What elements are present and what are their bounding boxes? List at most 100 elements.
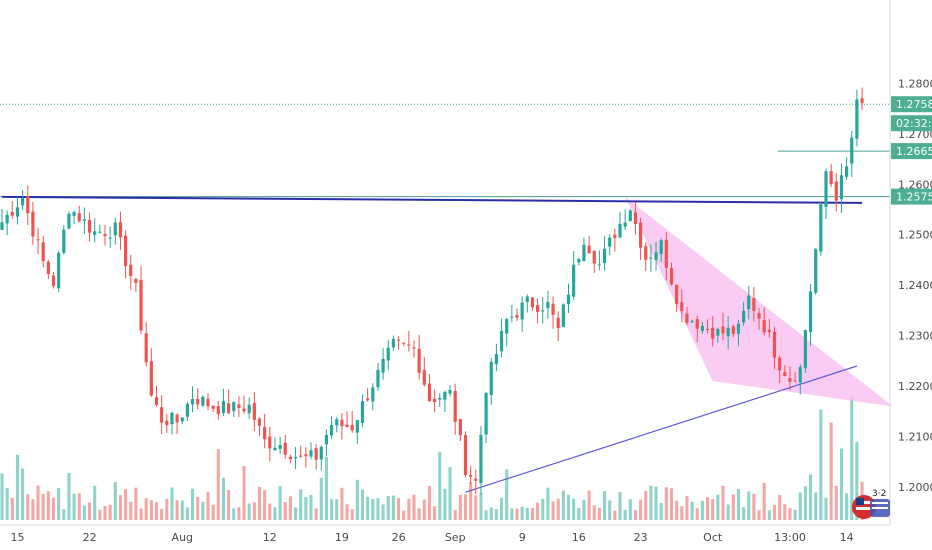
volume-bar: [154, 502, 159, 520]
candle-body: [190, 399, 195, 405]
volume-bar: [463, 494, 468, 520]
candle-body: [685, 313, 689, 323]
candle: [299, 445, 303, 459]
flag-logo-badge: 3·2: [850, 487, 894, 521]
volume-bar: [618, 491, 622, 520]
candle-body: [227, 403, 231, 414]
candle-body: [108, 237, 112, 239]
candle-body: [546, 302, 550, 308]
candle-body: [314, 448, 318, 460]
candle-body: [57, 252, 61, 289]
volume-bar: [530, 508, 534, 520]
x-tick-label: 26: [392, 531, 406, 544]
candle-body: [489, 361, 493, 396]
volume-bar: [93, 485, 97, 520]
candle: [860, 87, 864, 110]
candle: [644, 242, 648, 272]
candle-body: [118, 222, 123, 238]
candle: [793, 372, 797, 383]
price-axis[interactable]: 1.280001.270001.260001.250001.240001.230…: [898, 77, 932, 494]
volume-bar: [505, 469, 509, 520]
volume-bar: [144, 498, 148, 520]
candle-body: [46, 261, 50, 275]
x-tick-label: 14: [840, 531, 854, 544]
volume-bar: [654, 486, 658, 520]
candle-body: [767, 329, 771, 333]
volume-bar: [386, 495, 390, 520]
volume-bar: [232, 508, 236, 520]
candle-body: [283, 442, 287, 455]
price-tag: 02:32:30: [891, 115, 932, 132]
candle-body: [793, 380, 797, 382]
resistance-trendline[interactable]: [1, 195, 863, 204]
time-axis[interactable]: 15 22 Aug 12 19 26 Sep 9 16 23 Oct 13:00 14: [11, 531, 854, 544]
candle: [371, 383, 375, 411]
candle: [160, 395, 164, 434]
volume-bar: [180, 500, 184, 520]
candle-body: [62, 229, 66, 253]
candle: [0, 208, 4, 230]
candle: [237, 396, 241, 418]
volume-bar: [474, 495, 478, 520]
candle: [293, 446, 298, 470]
candle: [850, 130, 854, 177]
volume-bar: [31, 499, 35, 520]
candle-body: [129, 264, 133, 277]
candle: [345, 411, 349, 428]
candle-body: [798, 366, 802, 383]
volume-bar: [484, 510, 488, 520]
candle-body: [124, 235, 128, 267]
candle-body: [412, 347, 416, 349]
candle: [489, 358, 493, 405]
candle-body: [726, 328, 730, 337]
candle-body: [747, 295, 751, 310]
candle: [170, 411, 174, 435]
volume-bar: [608, 500, 612, 520]
candle-body: [376, 369, 380, 388]
y-tick-label: 1.22000: [898, 380, 932, 393]
candle-body: [31, 211, 35, 237]
candle: [433, 389, 437, 413]
candle: [417, 334, 421, 380]
volume-bar: [206, 491, 210, 520]
candle-body: [67, 213, 71, 229]
support-trendline[interactable]: [465, 365, 858, 493]
volume-bar: [257, 486, 262, 520]
candle-body: [139, 280, 143, 331]
candle-body: [15, 207, 20, 217]
candle-body: [618, 223, 622, 238]
candle: [134, 277, 138, 292]
candle: [391, 335, 395, 351]
volume-bar: [391, 495, 395, 520]
candle-body: [572, 264, 576, 297]
candle-body: [87, 219, 92, 233]
volume-bar: [330, 499, 334, 520]
candle: [839, 163, 844, 213]
candle: [46, 259, 50, 280]
candle: [458, 418, 462, 442]
candle: [216, 401, 220, 420]
candle: [402, 342, 406, 347]
candle: [721, 312, 725, 340]
volume-bar: [778, 494, 782, 520]
candle: [93, 218, 97, 243]
candle: [407, 330, 411, 352]
candle-body: [448, 389, 452, 394]
volume-bar: [118, 495, 122, 520]
candle-body: [340, 419, 344, 427]
volume-bar: [783, 504, 787, 520]
candle: [834, 173, 838, 212]
candle-body: [592, 250, 596, 264]
candle-body: [494, 354, 498, 365]
price-tag-bg: [891, 115, 932, 132]
x-tick-label: 19: [335, 531, 349, 544]
candle: [546, 290, 550, 319]
candle-body: [731, 326, 735, 334]
wedge-shape[interactable]: [625, 196, 893, 407]
candle: [278, 436, 282, 454]
candle: [479, 426, 483, 495]
volume-bar: [736, 488, 740, 520]
volume-bar: [360, 489, 365, 520]
candle-body: [577, 259, 581, 263]
